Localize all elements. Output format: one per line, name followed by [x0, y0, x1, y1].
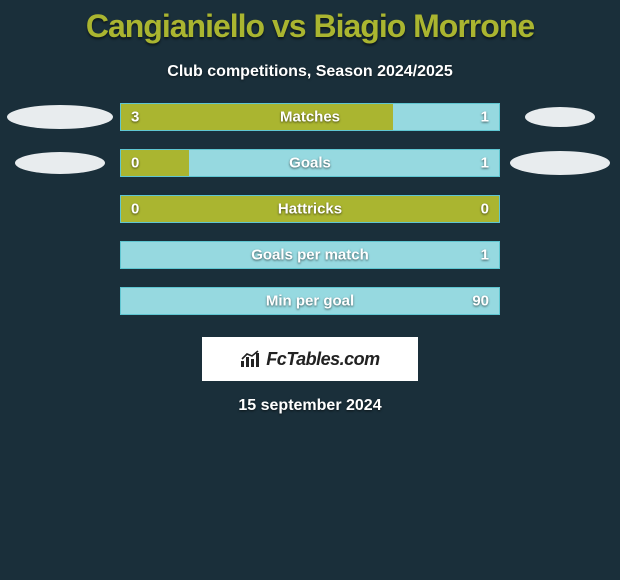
- bar-right: [189, 150, 499, 176]
- stat-label: Goals per match: [251, 247, 369, 264]
- bar-track: 90 Min per goal: [120, 287, 500, 315]
- stat-row: 3 1 Matches: [0, 103, 620, 131]
- right-oval: [510, 151, 610, 175]
- stat-row: 90 Min per goal: [0, 287, 620, 315]
- stat-label: Hattricks: [278, 201, 342, 218]
- page-title: Cangianiello vs Biagio Morrone: [0, 0, 620, 45]
- bar-track: 3 1 Matches: [120, 103, 500, 131]
- stat-label: Goals: [289, 155, 331, 172]
- right-oval-slot: [500, 151, 620, 175]
- comparison-chart: 3 1 Matches 0 1 Goals 0 0 Hattricks 1 Goals per ma…: [0, 103, 620, 315]
- left-oval-slot: [0, 152, 120, 174]
- left-oval: [7, 105, 113, 129]
- right-value: 1: [481, 109, 489, 126]
- brand-suffix: Tables.com: [286, 349, 379, 369]
- stat-row: 0 1 Goals: [0, 149, 620, 177]
- bar-left: [121, 104, 393, 130]
- bar-track: 0 1 Goals: [120, 149, 500, 177]
- stat-label: Matches: [280, 109, 340, 126]
- right-oval-slot: [500, 107, 620, 127]
- chart-icon: [240, 350, 262, 368]
- left-value: 0: [131, 155, 139, 172]
- right-value: 0: [481, 201, 489, 218]
- left-value: 3: [131, 109, 139, 126]
- right-value: 1: [481, 247, 489, 264]
- subtitle: Club competitions, Season 2024/2025: [0, 63, 620, 81]
- brand-text: FcTables.com: [266, 349, 379, 370]
- stat-row: 1 Goals per match: [0, 241, 620, 269]
- left-oval-slot: [0, 105, 120, 129]
- stat-label: Min per goal: [266, 293, 354, 310]
- date-label: 15 september 2024: [0, 397, 620, 415]
- right-oval: [525, 107, 595, 127]
- bar-track: 1 Goals per match: [120, 241, 500, 269]
- brand-prefix: Fc: [266, 349, 286, 369]
- left-value: 0: [131, 201, 139, 218]
- bar-track: 0 0 Hattricks: [120, 195, 500, 223]
- left-oval: [15, 152, 105, 174]
- stat-row: 0 0 Hattricks: [0, 195, 620, 223]
- right-value: 90: [472, 293, 489, 310]
- right-value: 1: [481, 155, 489, 172]
- brand-box: FcTables.com: [202, 337, 418, 381]
